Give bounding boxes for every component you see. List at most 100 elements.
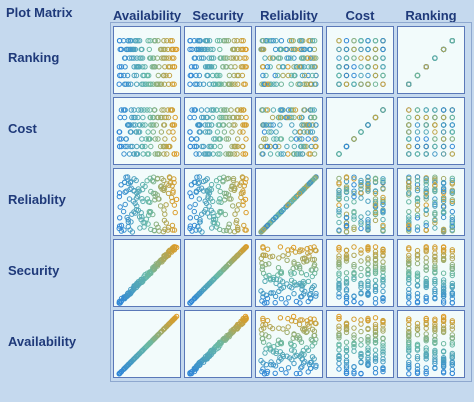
data-point [264, 368, 271, 375]
data-point [206, 64, 212, 70]
data-point [343, 320, 350, 326]
data-point [152, 335, 158, 341]
data-point [147, 175, 153, 182]
data-point [372, 211, 379, 218]
data-point [311, 328, 318, 334]
data-point [193, 363, 200, 369]
data-point [291, 55, 297, 61]
data-point [118, 136, 124, 142]
data-point [155, 332, 161, 338]
data-point [205, 193, 211, 199]
data-point [423, 336, 429, 343]
data-point [406, 219, 412, 226]
data-point [229, 129, 235, 135]
data-point [271, 344, 277, 350]
data-point [169, 38, 175, 44]
data-point [365, 339, 371, 345]
data-point [365, 315, 371, 322]
data-point [116, 193, 123, 200]
data-point [351, 293, 357, 300]
data-point [169, 246, 176, 252]
data-point [155, 38, 161, 44]
data-point [116, 215, 123, 221]
data-point [336, 227, 342, 233]
data-point [122, 55, 128, 61]
data-point [294, 352, 300, 359]
data-point [285, 365, 292, 371]
data-point [205, 129, 211, 135]
data-point [351, 244, 357, 250]
data-point [449, 198, 455, 205]
data-point [309, 38, 316, 44]
data-point [358, 359, 364, 366]
data-point [432, 55, 438, 61]
data-point [449, 38, 455, 44]
data-point [287, 38, 293, 44]
data-point [414, 342, 421, 349]
data-point [343, 365, 350, 371]
data-point [135, 129, 142, 135]
data-point [289, 285, 295, 291]
data-point [116, 129, 122, 135]
data-point [198, 185, 205, 191]
data-point [193, 136, 200, 142]
data-point [300, 347, 307, 354]
data-point [423, 202, 429, 208]
panel-svg [336, 244, 386, 306]
data-point [343, 186, 350, 193]
data-point [169, 317, 176, 324]
data-point [139, 347, 146, 354]
data-point [305, 369, 311, 375]
data-point [423, 368, 429, 375]
data-point [299, 122, 305, 128]
data-point [432, 244, 438, 250]
data-point [216, 199, 222, 205]
data-point [432, 349, 438, 355]
data-point [208, 107, 214, 113]
panel-cost-vs-security [184, 97, 252, 165]
data-point [336, 323, 342, 329]
data-point [358, 337, 364, 343]
data-point [206, 353, 213, 359]
data-point [432, 220, 438, 226]
data-point [449, 188, 455, 195]
data-point [191, 114, 198, 121]
data-point [336, 353, 342, 359]
data-point [312, 340, 318, 346]
data-point [299, 151, 306, 157]
data-point [336, 219, 342, 226]
data-point [211, 143, 218, 150]
data-point [217, 114, 223, 121]
data-point [312, 175, 318, 182]
data-point [440, 315, 447, 321]
data-point [343, 255, 350, 262]
data-point [290, 265, 296, 272]
data-point [365, 318, 371, 324]
data-point [351, 252, 357, 259]
data-point [343, 270, 350, 276]
data-point [169, 55, 175, 61]
data-point [313, 55, 319, 61]
data-point [301, 360, 307, 366]
data-point [336, 247, 342, 253]
data-point [372, 270, 379, 276]
data-point [235, 202, 242, 208]
data-point [358, 55, 364, 61]
data-point [358, 328, 364, 335]
data-point [440, 286, 447, 292]
data-point [122, 81, 128, 87]
data-point [154, 55, 161, 61]
data-point [270, 122, 276, 128]
data-point [372, 209, 379, 215]
data-point [270, 55, 277, 61]
data-point [365, 345, 371, 351]
data-point [343, 46, 350, 53]
data-point [279, 279, 286, 285]
data-point [291, 260, 297, 267]
data-point [276, 325, 282, 331]
data-point [365, 81, 371, 87]
data-point [288, 347, 295, 353]
panel-svg [406, 174, 455, 235]
data-point [152, 136, 158, 142]
data-point [165, 248, 172, 255]
